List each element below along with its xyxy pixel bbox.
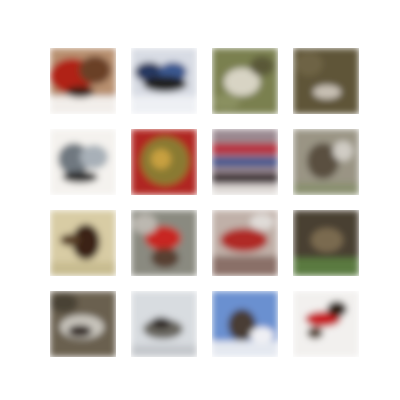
tile: [50, 210, 116, 276]
tile: [293, 48, 359, 114]
tile: [50, 129, 116, 195]
tile: [131, 129, 197, 195]
tile: [131, 291, 197, 357]
tile: [131, 210, 197, 276]
tile: [212, 48, 278, 114]
tile: [212, 210, 278, 276]
tile: [293, 129, 359, 195]
tile: [50, 48, 116, 114]
tile: [293, 210, 359, 276]
tile: [212, 291, 278, 357]
tile: [50, 291, 116, 357]
tile: [293, 291, 359, 357]
tile: [212, 129, 278, 195]
tile: [131, 48, 197, 114]
